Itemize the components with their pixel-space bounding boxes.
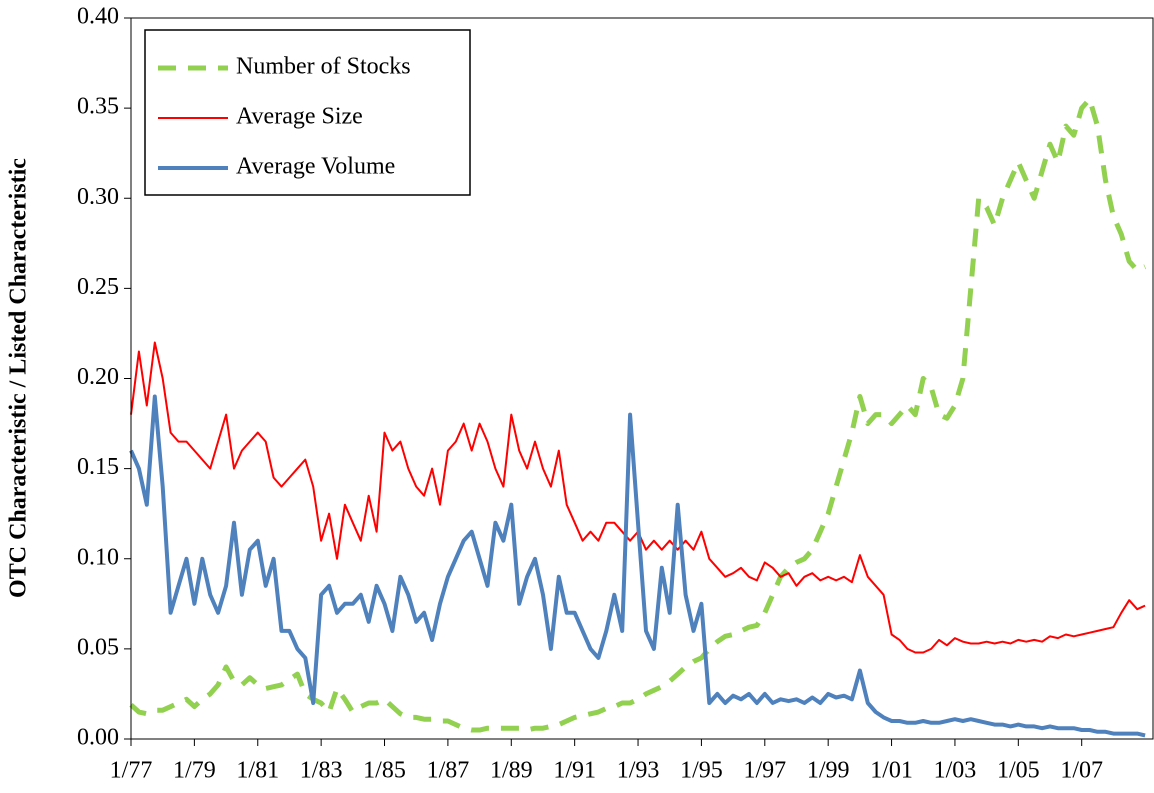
x-tick-label: 1/07 bbox=[1060, 758, 1103, 784]
y-tick-label: 0.20 bbox=[77, 364, 119, 390]
legend-label: Average Volume bbox=[236, 154, 395, 180]
x-tick-label: 1/01 bbox=[870, 758, 913, 784]
x-tick-label: 1/87 bbox=[427, 758, 470, 784]
plot-frame bbox=[130, 17, 1154, 740]
y-tick-label: 0.30 bbox=[77, 184, 119, 210]
x-tick-label: 1/77 bbox=[110, 758, 153, 784]
x-tick-label: 1/93 bbox=[617, 758, 660, 784]
legend-label: Number of Stocks bbox=[236, 54, 411, 80]
y-tick-label: 0.35 bbox=[77, 94, 119, 120]
x-tick-label: 1/05 bbox=[997, 758, 1040, 784]
y-tick-label: 0.10 bbox=[77, 544, 119, 570]
x-tick-label: 1/81 bbox=[236, 758, 279, 784]
y-tick-label: 0.00 bbox=[77, 725, 119, 751]
y-tick-label: 0.25 bbox=[77, 274, 119, 300]
series-line bbox=[129, 394, 1146, 738]
x-tick-label: 1/91 bbox=[553, 758, 596, 784]
y-tick-label: 0.15 bbox=[77, 454, 119, 480]
x-tick-label: 1/97 bbox=[743, 758, 786, 784]
y-tick-label: 0.05 bbox=[77, 634, 119, 660]
x-tick-label: 1/83 bbox=[300, 758, 343, 784]
x-tick-label: 1/79 bbox=[173, 758, 216, 784]
series-line bbox=[129, 96, 1147, 733]
x-tick-label: 1/99 bbox=[807, 758, 850, 784]
x-tick-label: 1/03 bbox=[934, 758, 977, 784]
y-tick-label: 0.40 bbox=[77, 4, 119, 30]
legend-label: Average Size bbox=[236, 104, 363, 130]
x-tick-label: 1/95 bbox=[680, 758, 723, 784]
x-tick-label: 1/89 bbox=[490, 758, 533, 784]
x-tick-label: 1/85 bbox=[363, 758, 406, 784]
y-axis-label: OTC Characteristic / Listed Characterist… bbox=[6, 158, 32, 598]
